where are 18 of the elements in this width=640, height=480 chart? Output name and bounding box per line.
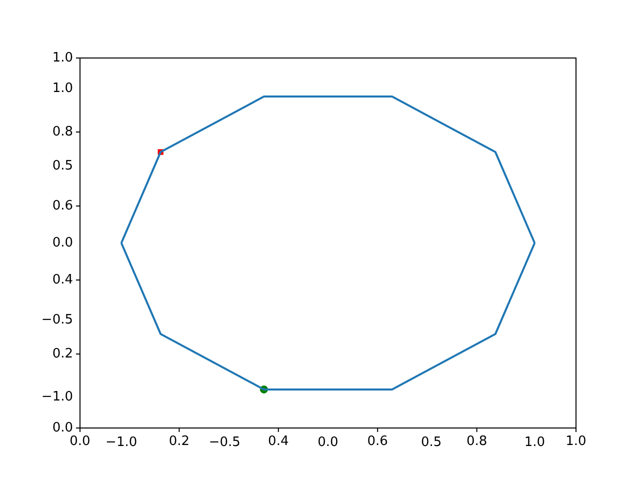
y2-tick-label: 0.6 bbox=[52, 198, 73, 214]
y-tick-label: −0.5 bbox=[41, 312, 73, 328]
y-tick-label: 0.0 bbox=[52, 235, 73, 250]
x-tick-label: 0.5 bbox=[420, 435, 442, 450]
x2-tick-label: 0.4 bbox=[268, 434, 289, 449]
y2-tick-label: 0.4 bbox=[52, 272, 73, 288]
x-tick-label: −0.5 bbox=[208, 435, 240, 450]
x-tick-label: 0.0 bbox=[318, 435, 338, 450]
x2-tick-label: 0.2 bbox=[168, 434, 190, 449]
x2-tick-label: 0.8 bbox=[466, 434, 488, 449]
x2-tick-label: 0.6 bbox=[367, 434, 388, 449]
y-tick-label: −1.0 bbox=[41, 390, 73, 405]
x-tick-label: 1.0 bbox=[524, 435, 546, 450]
y2-tick-label: 0.2 bbox=[52, 346, 73, 362]
x-tick-label: −1.0 bbox=[106, 435, 138, 450]
y2-tick-label: 0.8 bbox=[52, 124, 73, 140]
y-tick-label: 0.5 bbox=[52, 158, 73, 174]
y-tick-label: 1.0 bbox=[52, 81, 73, 96]
